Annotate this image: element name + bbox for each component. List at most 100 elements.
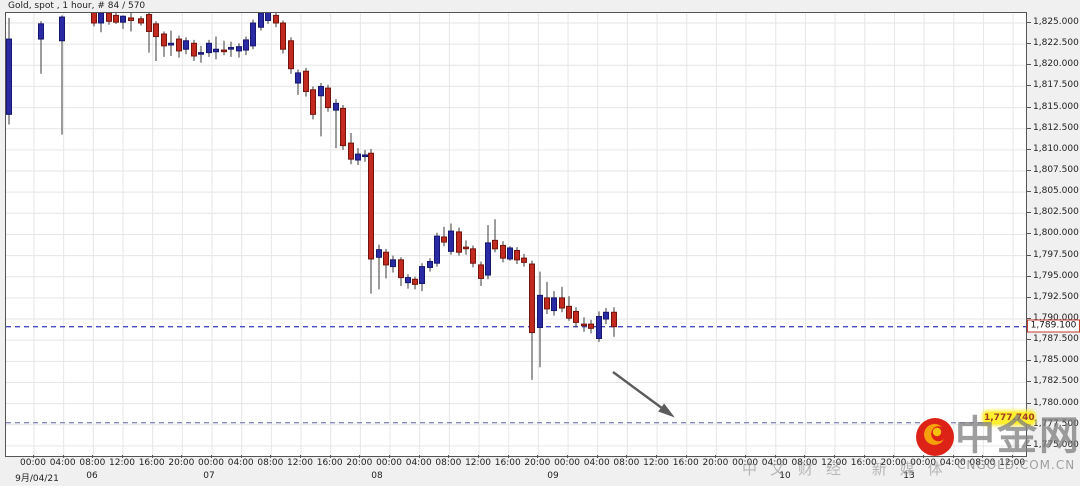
price-axis-label: 1,805.000: [1027, 186, 1079, 197]
date-axis-label: 07: [203, 471, 215, 481]
candle-down: [106, 13, 112, 22]
time-axis-label: 16:00: [850, 455, 877, 468]
candlestick-plot-area[interactable]: [5, 12, 1027, 457]
price-axis-label: 1,800.000: [1027, 228, 1079, 239]
candle-up: [98, 13, 104, 24]
horizontal-level-lines[interactable]: [6, 325, 1026, 424]
time-axis[interactable]: 00:00 04:00 08:00 12:00 16:00 20:00 00:00 04:00…: [0, 455, 1080, 486]
candle-up: [551, 297, 557, 312]
candle-up: [434, 235, 440, 264]
time-axis-label: 16:00: [672, 455, 699, 468]
candle-down: [478, 264, 484, 279]
candle-up: [59, 16, 65, 42]
candle-up: [243, 39, 249, 51]
candle-down: [288, 40, 294, 70]
grid-lines: [6, 13, 1026, 456]
candle-up: [427, 261, 433, 268]
candle-up: [318, 85, 324, 97]
price-axis-label: 1,792.500: [1027, 291, 1079, 302]
candle-down: [573, 310, 579, 323]
time-axis-label: 00:00: [20, 455, 46, 468]
price-axis-label: 1,802.500: [1027, 207, 1079, 218]
candle-up: [596, 315, 602, 339]
candles-group: [6, 13, 617, 380]
time-axis-label: 00:00: [554, 455, 581, 468]
candle-down: [514, 250, 520, 261]
date-axis-label: 10: [779, 471, 791, 481]
candle-up: [419, 266, 425, 285]
time-axis-label: 16:00: [316, 455, 343, 468]
date-axis-label: 13: [903, 471, 915, 481]
date-axis-label: 06: [86, 471, 98, 481]
candle-down: [161, 33, 167, 47]
time-axis-label: 00:00: [732, 455, 759, 468]
candle-up: [213, 48, 219, 53]
candle-down: [303, 70, 309, 93]
time-axis-label: 04:00: [939, 455, 966, 468]
candle-down: [588, 323, 594, 329]
candle-up: [355, 153, 361, 161]
candle-down: [348, 142, 354, 160]
date-axis-label: 9月/04/21: [15, 474, 59, 484]
time-axis-label: 08:00: [435, 455, 462, 468]
date-axis-label: 09: [547, 471, 559, 481]
candle-down: [441, 236, 447, 243]
candle-up: [198, 52, 204, 55]
candle-up: [236, 46, 242, 52]
time-axis-label: 20:00: [346, 455, 373, 468]
price-axis-label: 1,782.500: [1027, 376, 1079, 387]
time-axis-label: 12:00: [821, 455, 848, 468]
candle-up: [183, 40, 189, 50]
price-axis-label: 1,807.500: [1027, 165, 1079, 175]
arrow-shaft: [612, 371, 671, 415]
time-axis-label: 08:00: [791, 455, 818, 468]
time-axis-label: 04:00: [761, 455, 788, 468]
down-arrow-annotation[interactable]: [612, 371, 675, 418]
candle-down: [566, 305, 572, 319]
candle-down: [273, 14, 279, 24]
candle-up: [333, 102, 339, 111]
candle-up: [38, 23, 44, 40]
time-axis-label: 20:00: [702, 455, 729, 468]
candle-up: [507, 247, 513, 260]
candle-up: [448, 230, 454, 252]
time-axis-label: 04:00: [405, 455, 432, 468]
candle-down: [529, 263, 535, 334]
time-axis-label: 00:00: [376, 455, 402, 468]
candle-down: [340, 107, 346, 147]
candle-up: [265, 13, 271, 21]
time-axis-label: 20:00: [524, 455, 551, 468]
candle-down: [325, 87, 331, 109]
time-axis-label: 12:00: [643, 455, 670, 468]
price-axis-label: 1,812.500: [1027, 122, 1079, 133]
time-axis-label: 00:00: [198, 455, 224, 468]
candle-up: [603, 311, 609, 320]
time-axis-label: 04:00: [583, 455, 610, 468]
candle-down: [91, 13, 97, 24]
candle-up: [250, 22, 256, 47]
time-axis-label: 08:00: [79, 455, 106, 468]
candle-up: [258, 13, 264, 28]
candle-down: [412, 278, 418, 285]
candle-up: [376, 249, 382, 258]
price-axis-label: 1,795.000: [1027, 270, 1079, 281]
candle-down: [176, 38, 182, 52]
candle-down: [456, 231, 462, 253]
price-axis-label: 1,785.000: [1027, 355, 1079, 366]
candle-down: [383, 251, 389, 266]
time-axis-label: 08:00: [613, 455, 640, 468]
candle-up: [228, 47, 234, 50]
time-axis-label: 08:00: [257, 455, 284, 468]
price-axis-label: 1,780.000: [1027, 397, 1079, 408]
time-axis-label: 04:00: [227, 455, 254, 468]
price-axis[interactable]: 1,825.000 1,822.500 1,820.000 1,817.500 1,81…: [1027, 12, 1080, 455]
candle-down: [521, 257, 527, 263]
time-axis-label: 04:00: [49, 455, 76, 468]
price-axis-label: 1,822.500: [1027, 38, 1079, 49]
candle-down: [463, 246, 469, 250]
price-axis-label: 1,775.000: [1027, 439, 1079, 450]
price-axis-label: 1,797.500: [1027, 249, 1079, 260]
price-axis-label: 1,815.000: [1027, 101, 1079, 112]
time-axis-label: 12:00: [109, 455, 135, 468]
candle-up: [295, 72, 301, 84]
